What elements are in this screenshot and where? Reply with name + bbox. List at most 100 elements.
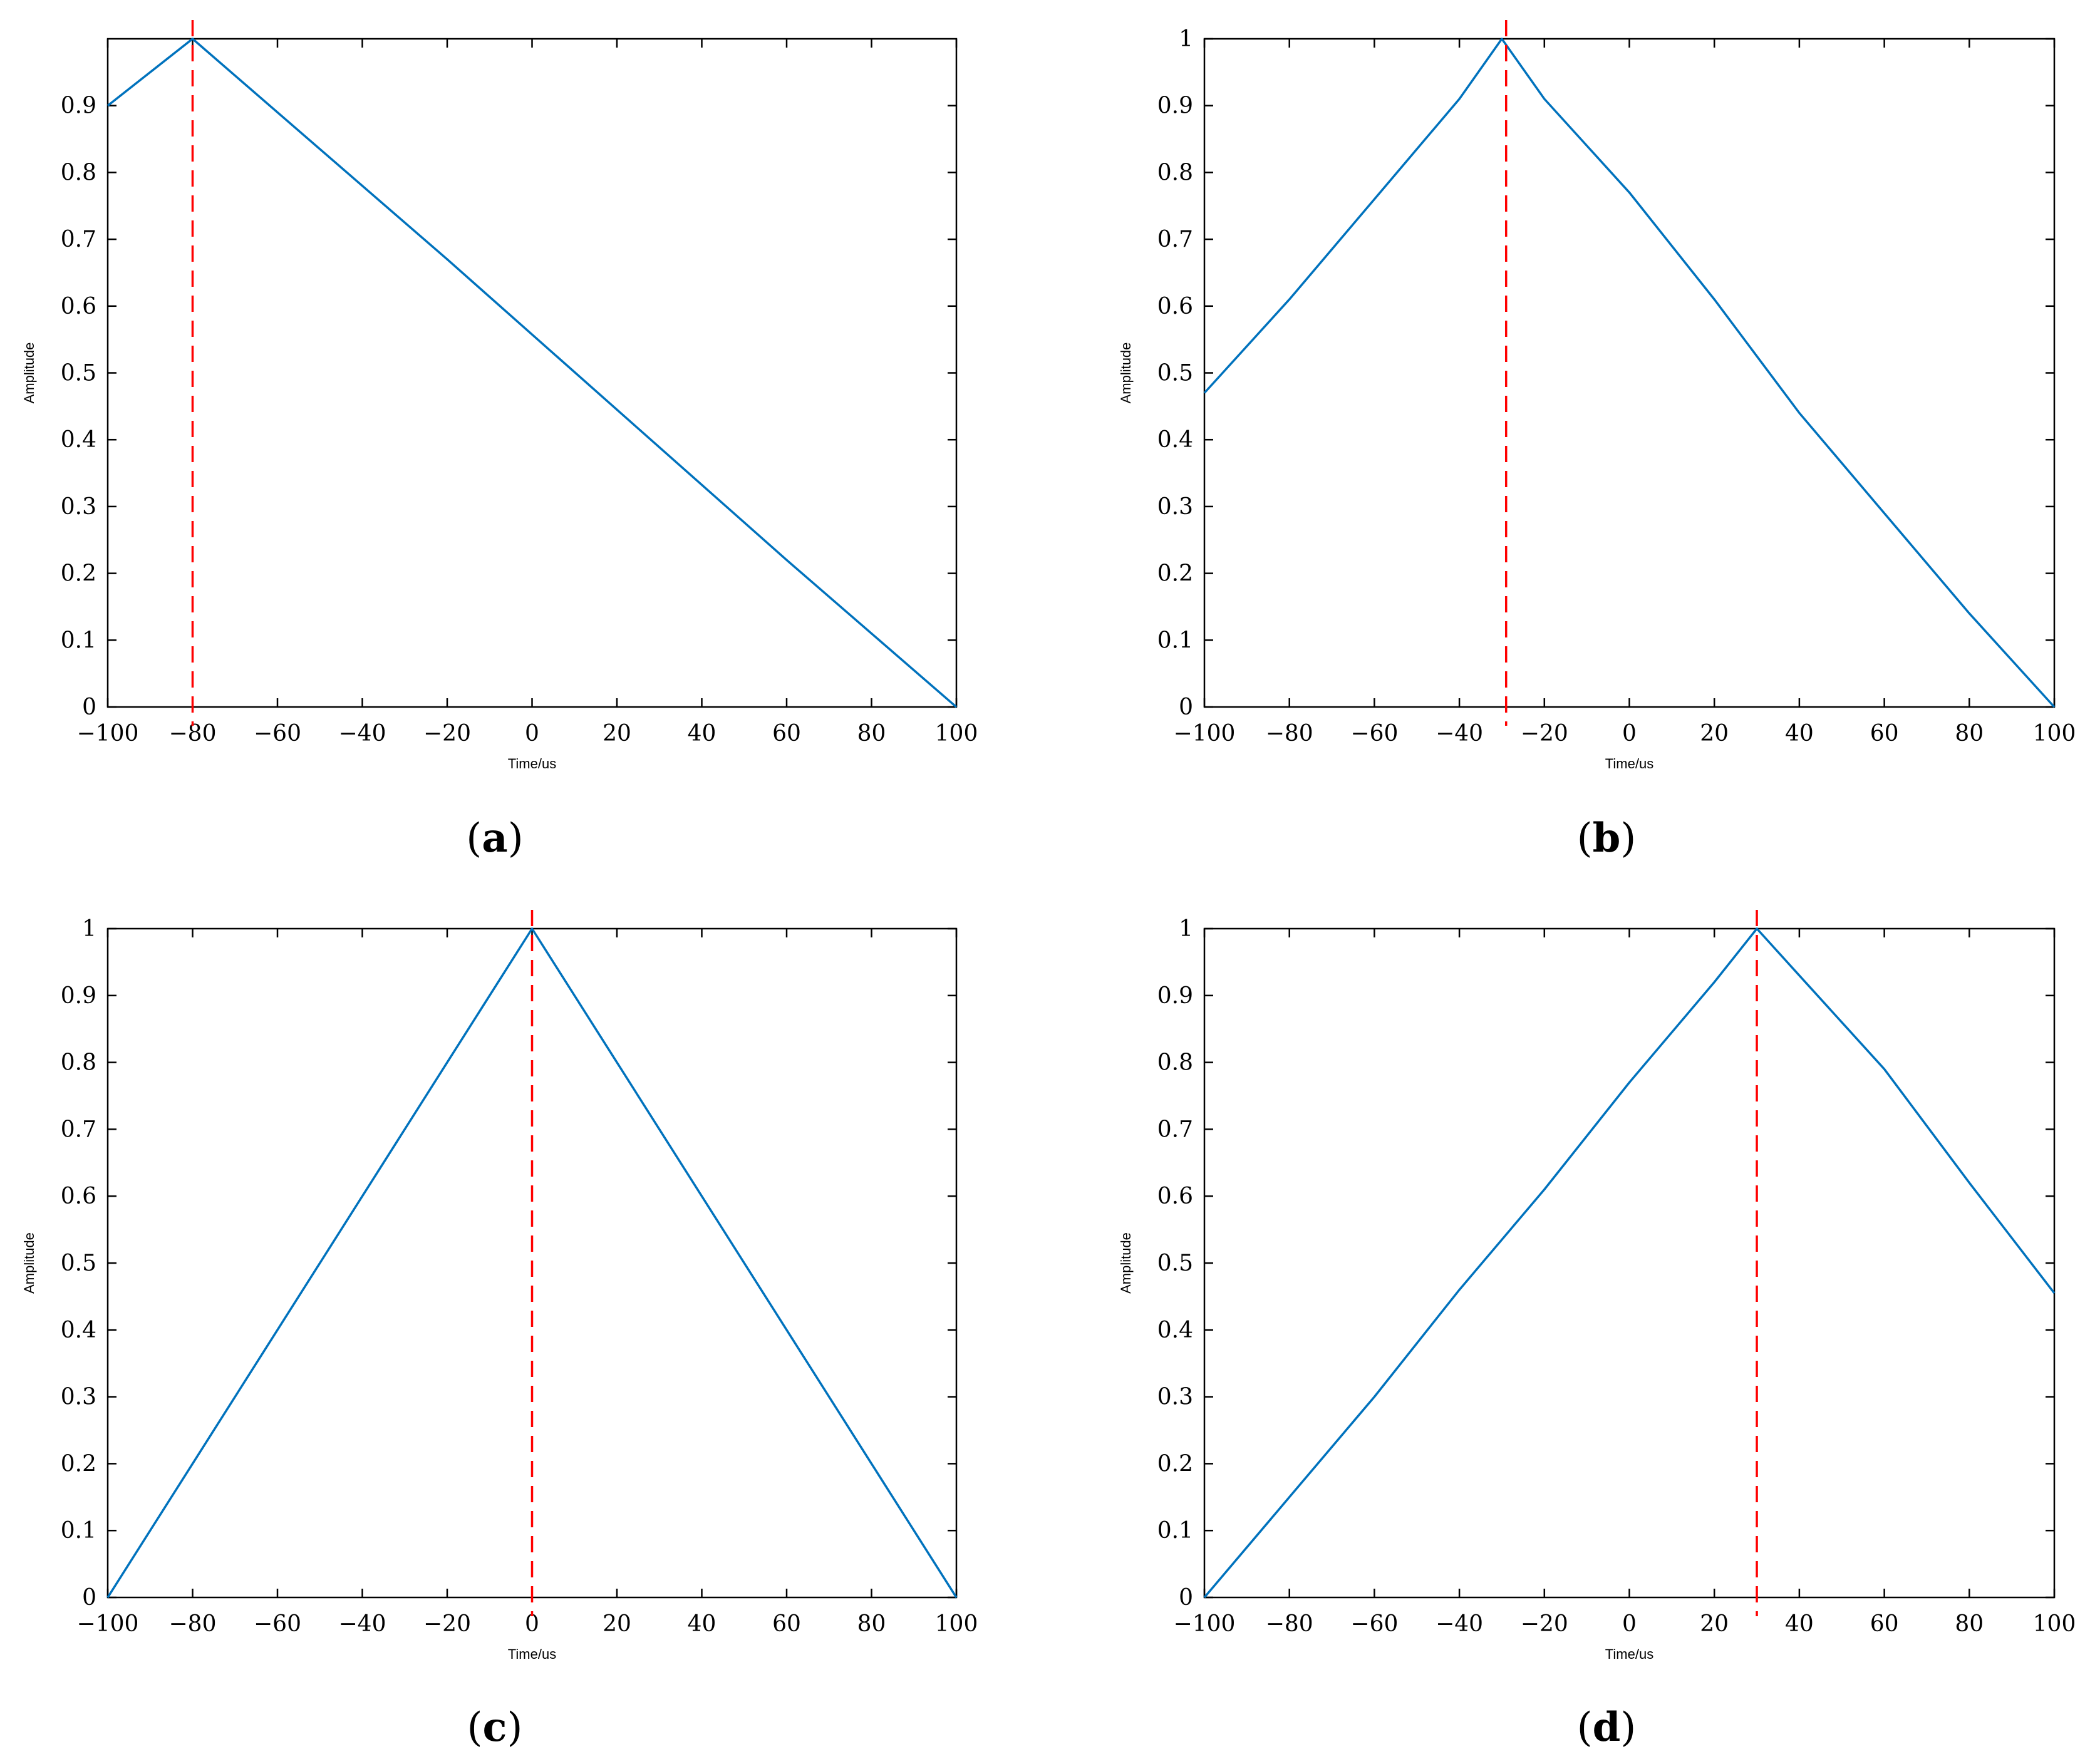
plot-frame [1203, 927, 2056, 1599]
x-tick-label: −80 [169, 1611, 217, 1637]
y-tick-label: 0.6 [1157, 1184, 1193, 1209]
x-tick-label: −20 [423, 1611, 471, 1637]
x-tick-label: −100 [77, 721, 139, 746]
x-tick-label: −40 [1436, 1611, 1483, 1637]
x-tick-label: 0 [1622, 721, 1637, 746]
y-tick-label: 0.2 [1157, 1451, 1193, 1477]
x-tick-label: 60 [1870, 1611, 1899, 1637]
y-tick-label: 0.3 [1157, 1385, 1193, 1410]
x-tick-label: −40 [339, 1611, 386, 1637]
y-tick-label: 0.1 [1157, 627, 1193, 653]
caption-close-paren: ) [508, 815, 524, 862]
panel-a: −100 −80 −60 −40 −20 0 20 40 60 80 10000.10.20.30.… [21, 20, 978, 862]
x-tick-label: −100 [1174, 1611, 1236, 1637]
y-tick-label: 0 [1179, 1585, 1193, 1611]
y-tick-label: 0.5 [1157, 361, 1193, 386]
y-tick-label: 0 [82, 694, 96, 720]
x-tick-label: −60 [1350, 1611, 1398, 1637]
y-tick-label: 1 [1179, 26, 1193, 52]
y-tick-label: 0.9 [1157, 983, 1193, 1009]
y-tick-label: 0.4 [61, 427, 96, 453]
caption-letter: d [1593, 1704, 1621, 1751]
x-tick-label: 0 [525, 1611, 539, 1637]
x-tick-label: −100 [77, 1611, 139, 1637]
x-tick-label: 60 [772, 721, 801, 746]
x-tick-label: 80 [857, 721, 886, 746]
caption-open-paren: ( [1577, 1705, 1593, 1751]
y-tick-label: 0.4 [1157, 1318, 1193, 1343]
y-tick-label: 0.6 [1157, 294, 1193, 319]
x-tick-label: 100 [2033, 1611, 2076, 1637]
x-tick-label: −40 [339, 721, 386, 746]
y-tick-label: 0.6 [61, 294, 96, 319]
x-tick-label: −80 [1266, 1611, 1313, 1637]
y-tick-label: 0.6 [61, 1184, 96, 1209]
panel-caption: (d) [1577, 1704, 1637, 1751]
x-tick-label: 0 [525, 721, 539, 746]
y-tick-label: 0.4 [1157, 427, 1193, 453]
panel-c: −100 −80 −60 −40 −20 0 20 40 60 80 100 0 0.1 0.2 0.3 0.… [21, 910, 978, 1751]
x-tick-label: 80 [857, 1611, 886, 1637]
y-tick-label: 0 [1179, 694, 1193, 720]
y-tick-label: 0.3 [61, 494, 96, 520]
x-tick-label: 20 [603, 721, 631, 746]
caption-close-paren: ) [1620, 1705, 1636, 1751]
x-tick-label: −60 [254, 721, 301, 746]
y-tick-label: 0.7 [61, 1117, 96, 1142]
x-axis-title: Time/us [508, 1646, 556, 1662]
y-axis-title: Amplitude [1118, 343, 1134, 404]
y-tick-label: 0.5 [1157, 1251, 1193, 1276]
y-axis-title: Amplitude [21, 1232, 37, 1294]
data-line [1203, 927, 2056, 1599]
plot-frame [1203, 38, 2056, 708]
panel-caption: (c) [467, 1704, 523, 1751]
panel-caption: (a) [466, 815, 523, 862]
y-tick-label: 0.9 [1157, 93, 1193, 119]
y-tick-label: 0.3 [1157, 494, 1193, 520]
y-tick-label: 0.2 [61, 1451, 96, 1477]
x-tick-label: 0 [1622, 1611, 1637, 1637]
y-tick-label: 0.7 [1157, 227, 1193, 252]
x-tick-label: 40 [688, 1611, 717, 1637]
x-tick-label: −20 [1521, 1611, 1568, 1637]
x-tick-label: −60 [254, 1611, 301, 1637]
y-tick-label: 0.5 [61, 361, 96, 386]
x-tick-label: 100 [2033, 721, 2076, 746]
x-tick-label: 20 [603, 1611, 631, 1637]
data-line [106, 927, 958, 1598]
x-tick-label: 20 [1700, 1611, 1729, 1637]
y-tick-label: 0.1 [61, 1518, 96, 1544]
y-axis-title: Amplitude [1118, 1232, 1134, 1294]
caption-letter: a [482, 815, 507, 862]
x-tick-label: 80 [1955, 721, 1984, 746]
x-tick-label: −40 [1436, 721, 1483, 746]
caption-close-paren: ) [507, 1705, 522, 1751]
x-axis-title: Time/us [1605, 756, 1653, 771]
x-tick-label: −20 [1521, 721, 1568, 746]
y-tick-label: 0.5 [61, 1251, 96, 1276]
y-tick-label: 0.4 [61, 1318, 96, 1343]
x-axis-title: Time/us [508, 756, 556, 771]
y-tick-label: 0 [82, 1585, 96, 1611]
x-tick-label: 40 [688, 721, 717, 746]
x-tick-label: 20 [1700, 721, 1729, 746]
panel-b: −100 −80 −60 −40 −20 0 20 40 60 80 100 0 0.1 0.2 0.3 0.… [1118, 20, 2076, 862]
y-tick-label: 0.2 [61, 561, 96, 587]
y-axis-title: Amplitude [21, 343, 37, 404]
panel-d: −100 −80 −60 −40 −20 0 20 40 60 80 100 0 0.1 0.2 0.3 0.… [1118, 910, 2076, 1751]
y-tick-label: 0.8 [61, 1050, 96, 1076]
y-tick-label: 0.7 [61, 227, 96, 252]
y-tick-label: 1 [1179, 916, 1193, 942]
y-tick-label: 0.8 [1157, 160, 1193, 185]
y-tick-label: 0.2 [1157, 561, 1193, 587]
x-tick-label: 60 [1870, 721, 1899, 746]
y-tick-label: 0.1 [61, 627, 96, 653]
y-tick-label: 0.9 [61, 983, 96, 1009]
x-tick-label: −80 [1266, 721, 1313, 746]
caption-open-paren: ( [1577, 815, 1593, 862]
x-tick-label: 80 [1955, 1611, 1984, 1637]
caption-letter: b [1593, 815, 1621, 862]
x-tick-label: 40 [1785, 1611, 1814, 1637]
y-tick-label: 0.9 [61, 93, 96, 119]
data-line [106, 38, 958, 708]
